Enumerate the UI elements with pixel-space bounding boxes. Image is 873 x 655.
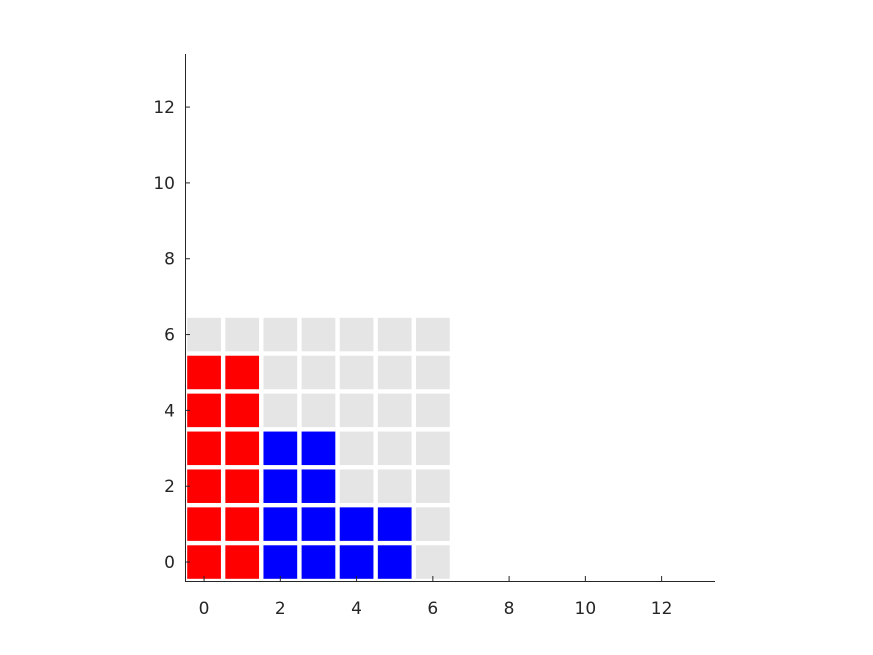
x-tick-label: 10 — [575, 599, 597, 619]
cell-blue-5-1 — [377, 507, 412, 541]
x-tick-label: 6 — [427, 599, 438, 619]
cell-empty-4-3 — [339, 431, 374, 466]
cell-red-1-3 — [225, 431, 260, 466]
cell-blue-4-1 — [339, 507, 374, 541]
cell-empty-6-1 — [415, 507, 450, 541]
cell-empty-2-5 — [263, 355, 298, 390]
cell-blue-2-3 — [263, 431, 298, 466]
cell-red-0-4 — [187, 393, 221, 428]
cell-empty-2-6 — [263, 317, 298, 352]
cell-empty-6-2 — [415, 469, 450, 503]
cell-blue-2-1 — [263, 507, 298, 541]
y-tick-label: 10 — [153, 174, 175, 194]
cell-red-1-2 — [225, 469, 260, 503]
cell-empty-3-4 — [301, 393, 336, 428]
cell-red-0-2 — [187, 469, 221, 503]
y-tick-label: 6 — [164, 326, 175, 346]
cell-red-1-4 — [225, 393, 260, 428]
cell-blue-4-0 — [339, 545, 374, 579]
cell-blue-2-0 — [263, 545, 298, 579]
cell-red-1-5 — [225, 355, 260, 390]
cell-empty-0-6 — [187, 317, 221, 352]
cell-empty-2-4 — [263, 393, 298, 428]
cell-red-0-5 — [187, 355, 221, 390]
x-tick-label: 4 — [351, 599, 362, 619]
cells-layer — [187, 317, 450, 579]
cell-blue-3-3 — [301, 431, 336, 466]
cell-empty-6-0 — [415, 545, 450, 579]
cell-blue-3-2 — [301, 469, 336, 503]
cell-empty-3-5 — [301, 355, 336, 390]
y-tick-label: 2 — [164, 477, 175, 497]
cell-red-0-0 — [187, 545, 221, 579]
cell-empty-4-6 — [339, 317, 374, 352]
cell-empty-4-5 — [339, 355, 374, 390]
cell-red-1-1 — [225, 507, 260, 541]
cell-empty-5-4 — [377, 393, 412, 428]
y-tick-label: 0 — [164, 553, 175, 573]
cell-blue-3-1 — [301, 507, 336, 541]
x-tick-label: 2 — [275, 599, 286, 619]
cell-empty-5-5 — [377, 355, 412, 390]
cell-blue-5-0 — [377, 545, 412, 579]
cell-red-0-1 — [187, 507, 221, 541]
cell-empty-5-6 — [377, 317, 412, 352]
x-tick-label: 12 — [651, 599, 673, 619]
cell-blue-3-0 — [301, 545, 336, 579]
cell-empty-6-3 — [415, 431, 450, 466]
cell-empty-6-6 — [415, 317, 450, 352]
y-tick-label: 12 — [153, 98, 175, 118]
x-ticks: 0 2 4 6 8 10 12 — [199, 576, 673, 619]
y-ticks: 0 2 4 6 8 10 12 — [153, 98, 190, 573]
cell-red-0-3 — [187, 431, 221, 466]
cell-red-1-0 — [225, 545, 260, 579]
cell-empty-5-3 — [377, 431, 412, 466]
x-tick-label: 8 — [504, 599, 515, 619]
cell-blue-2-2 — [263, 469, 298, 503]
cell-empty-6-4 — [415, 393, 450, 428]
cell-empty-4-4 — [339, 393, 374, 428]
cell-empty-4-2 — [339, 469, 374, 503]
y-tick-label: 4 — [164, 401, 175, 421]
y-tick-label: 8 — [164, 250, 175, 270]
cell-empty-3-6 — [301, 317, 336, 352]
cell-empty-5-2 — [377, 469, 412, 503]
x-tick-label: 0 — [199, 599, 210, 619]
cell-empty-1-6 — [225, 317, 260, 352]
cell-empty-6-5 — [415, 355, 450, 390]
